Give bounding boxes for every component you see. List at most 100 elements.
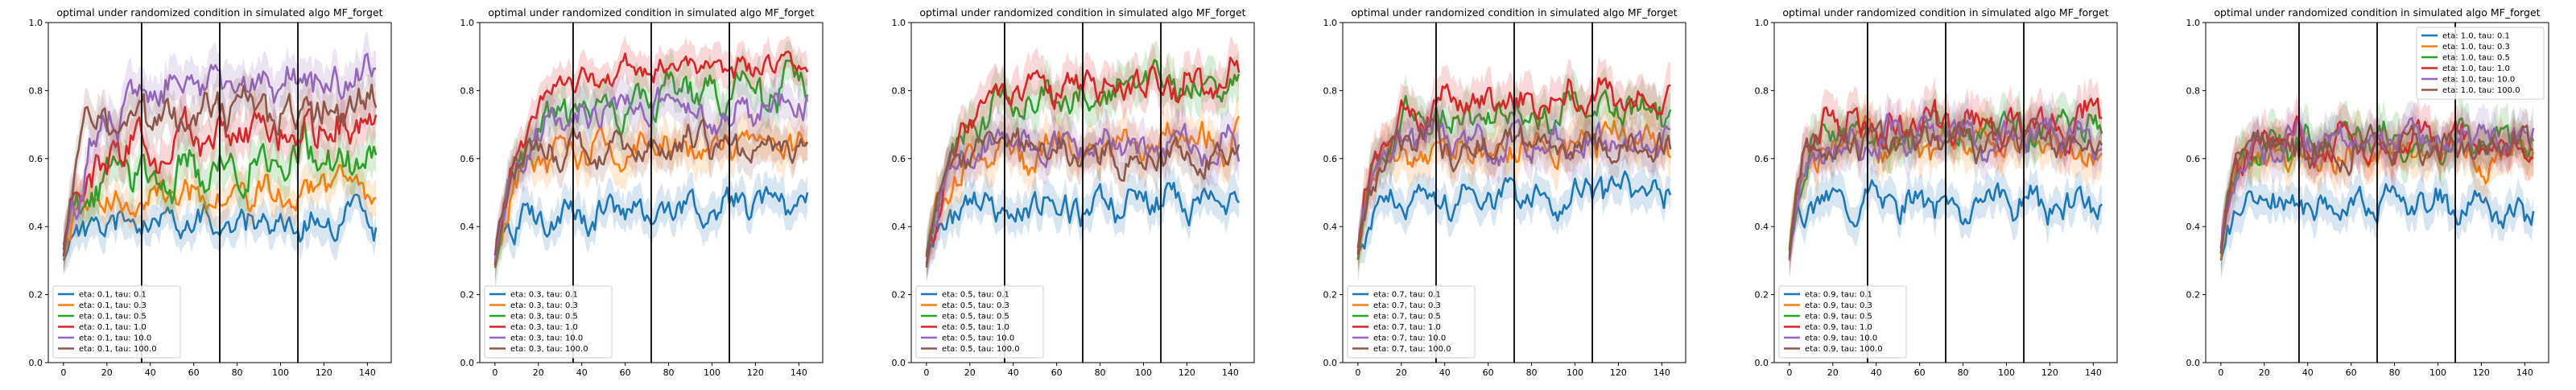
legend-label: eta: 0.5, tau: 0.3 [942,301,1009,310]
x-tick-label: 60 [1051,367,1063,378]
axes-frame [2205,22,2549,363]
legend-label: eta: 0.7, tau: 10.0 [1373,334,1446,343]
chart-panel-4: optimal under randomized condition in si… [1323,6,1686,378]
legend-label: eta: 0.3, tau: 0.1 [510,291,578,300]
y-tick-label: 0.4 [1755,222,1769,232]
y-tick-label: 0.2 [1323,290,1338,301]
x-tick-label: 60 [1914,367,1926,378]
x-tick-label: 20 [1396,367,1407,378]
legend-label: eta: 0.1, tau: 1.0 [79,323,147,332]
y-tick-label: 0.8 [1755,85,1769,96]
x-tick-label: 40 [1439,367,1451,378]
x-tick-label: 20 [2259,367,2270,378]
y-tick-label: 0.0 [29,358,43,368]
legend-label: eta: 0.5, tau: 1.0 [942,323,1009,332]
x-tick-label: 0 [60,367,66,378]
chart-title: optimal under randomized condition in si… [56,6,382,19]
legend-label: eta: 0.1, tau: 100.0 [79,345,157,354]
x-tick-label: 20 [964,367,976,378]
x-tick-label: 60 [2346,367,2357,378]
y-tick-label: 0.4 [460,222,475,232]
legend-label: eta: 0.9, tau: 100.0 [1805,345,1883,354]
y-tick-label: 1.0 [892,18,906,28]
x-tick-label: 140 [2516,367,2533,378]
x-tick-label: 0 [1786,367,1792,378]
legend-box [52,285,181,359]
x-tick-label: 60 [188,367,200,378]
chart-title: optimal under randomized condition in si… [2214,6,2540,19]
legend-label: eta: 1.0, tau: 0.5 [2442,54,2510,63]
legend-label: eta: 0.3, tau: 100.0 [510,345,588,354]
x-tick-label: 100 [1998,367,2015,378]
y-tick-label: 0.6 [2186,154,2201,164]
legend-box [484,285,613,359]
legend-label: eta: 0.3, tau: 10.0 [510,334,583,343]
legend-label: eta: 0.7, tau: 0.1 [1373,291,1441,300]
x-tick-label: 100 [272,367,289,378]
y-tick-label: 0.2 [892,290,906,301]
legend-box [1347,285,1476,359]
x-tick-label: 20 [101,367,113,378]
y-tick-label: 1.0 [2186,18,2201,28]
y-tick-label: 0.8 [892,85,906,96]
legend-label: eta: 0.7, tau: 0.5 [1373,313,1441,322]
x-tick-label: 80 [1526,367,1538,378]
chart-title: optimal under randomized condition in si… [488,6,814,19]
x-tick-label: 100 [1567,367,1583,378]
x-tick-label: 0 [492,367,497,378]
chart-panel-2: optimal under randomized condition in si… [460,6,824,378]
legend-box [915,285,1044,359]
y-tick-label: 0.0 [1755,358,1769,368]
x-tick-label: 40 [145,367,156,378]
y-tick-label: 0.0 [1323,358,1338,368]
legend-label: eta: 1.0, tau: 1.0 [2442,64,2510,73]
x-tick-label: 0 [923,367,929,378]
x-tick-label: 140 [2085,367,2102,378]
x-tick-label: 20 [533,367,544,378]
legend-label: eta: 0.9, tau: 0.5 [1805,313,1872,322]
x-tick-label: 140 [359,367,376,378]
x-tick-label: 60 [1483,367,1494,378]
legend-label: eta: 0.9, tau: 1.0 [1805,323,1872,332]
legend-label: eta: 1.0, tau: 0.3 [2442,43,2510,52]
legend-label: eta: 0.3, tau: 0.3 [510,301,578,310]
legend-label: eta: 0.5, tau: 10.0 [942,334,1014,343]
x-tick-label: 120 [316,367,332,378]
legend-label: eta: 0.1, tau: 0.3 [79,301,147,310]
y-tick-label: 1.0 [460,18,475,28]
legend-label: eta: 0.9, tau: 10.0 [1805,334,1877,343]
y-tick-label: 0.4 [2186,222,2201,232]
x-tick-label: 100 [1135,367,1152,378]
x-tick-label: 40 [1008,367,1019,378]
x-tick-label: 20 [1827,367,1839,378]
x-tick-label: 80 [2389,367,2401,378]
legend-label: eta: 0.3, tau: 1.0 [510,323,578,332]
chart-title: optimal under randomized condition in si… [1782,6,2108,19]
y-tick-label: 0.2 [2186,290,2201,301]
x-tick-label: 40 [576,367,588,378]
legend-label: eta: 0.7, tau: 0.3 [1373,301,1441,310]
legend-label: eta: 1.0, tau: 100.0 [2442,86,2520,95]
x-tick-label: 140 [1222,367,1239,378]
y-tick-label: 0.6 [1323,154,1338,164]
x-tick-label: 140 [1653,367,1670,378]
legend-label: eta: 0.3, tau: 0.5 [510,313,578,322]
y-tick-label: 0.0 [892,358,906,368]
y-tick-label: 0.0 [2186,358,2201,368]
axes-frame [1342,22,1686,363]
y-tick-label: 0.2 [460,290,475,301]
x-tick-label: 40 [1871,367,1882,378]
chart-panel-1: optimal under randomized condition in si… [29,6,392,378]
legend-label: eta: 0.1, tau: 10.0 [79,334,151,343]
x-tick-label: 100 [704,367,720,378]
x-tick-label: 80 [1095,367,1106,378]
legend-label: eta: 0.1, tau: 0.1 [79,291,147,300]
y-tick-label: 0.2 [29,290,43,301]
x-tick-label: 60 [620,367,631,378]
axes-frame [910,22,1255,363]
